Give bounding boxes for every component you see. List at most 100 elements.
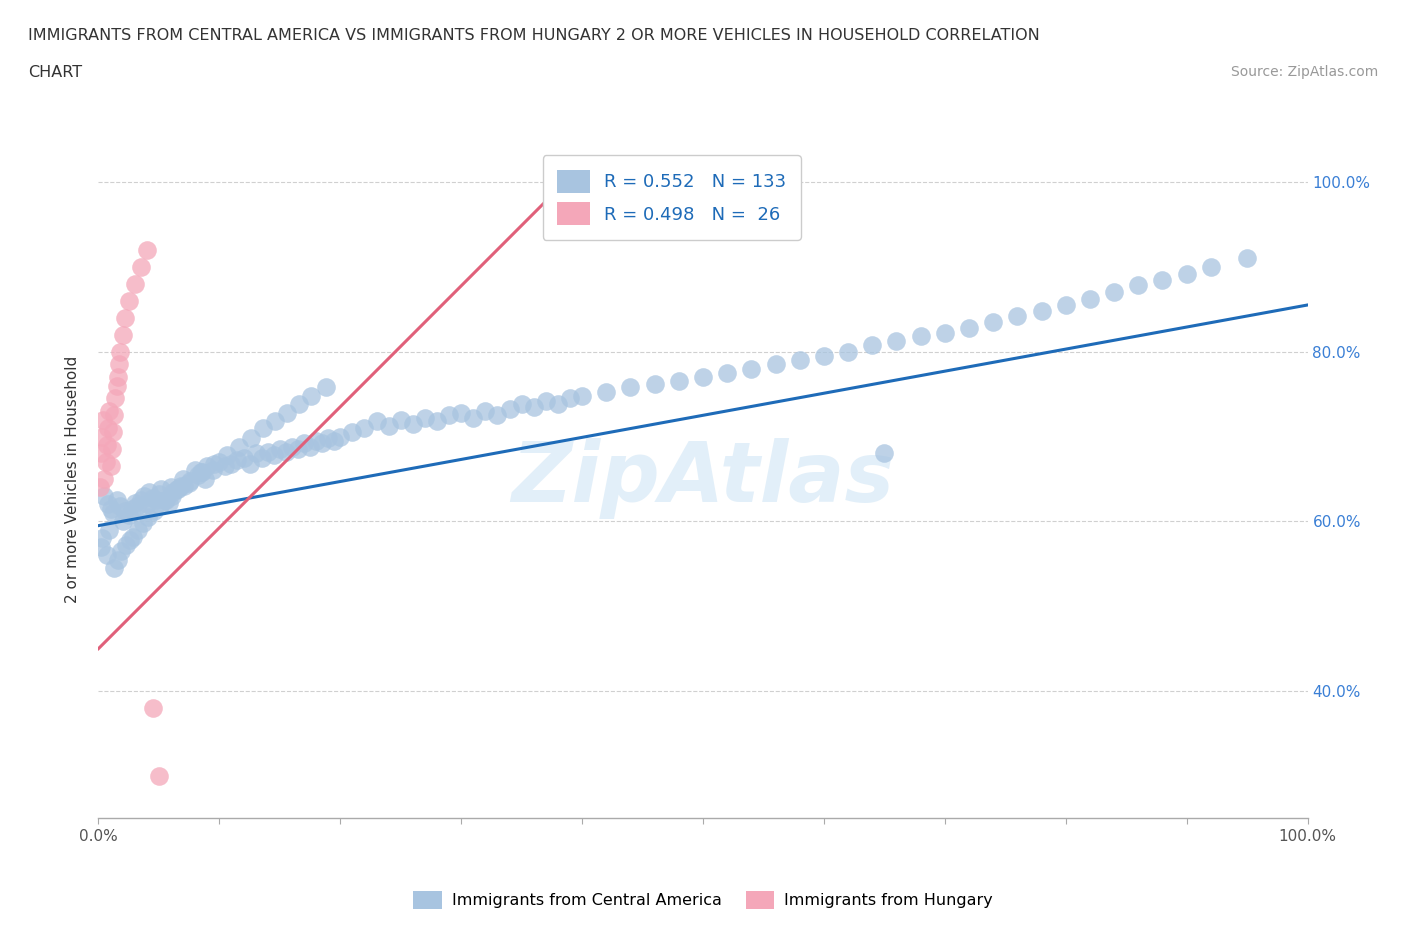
Legend: R = 0.552   N = 133, R = 0.498   N =  26: R = 0.552 N = 133, R = 0.498 N = 26 — [543, 155, 800, 240]
Point — [135, 243, 157, 258]
Point — [94, 455, 117, 470]
Point — [873, 446, 896, 461]
Point — [157, 496, 180, 511]
Legend: Immigrants from Central America, Immigrants from Hungary: Immigrants from Central America, Immigra… — [405, 883, 1001, 917]
Point — [101, 506, 124, 521]
Point — [269, 442, 291, 457]
Point — [1078, 292, 1101, 307]
Point — [91, 531, 114, 546]
Point — [122, 529, 145, 544]
Point — [789, 352, 811, 367]
Point — [96, 548, 118, 563]
Point — [474, 404, 496, 418]
Point — [100, 442, 122, 457]
Point — [1054, 298, 1077, 312]
Point — [107, 369, 129, 385]
Point — [256, 445, 278, 459]
Point — [534, 393, 557, 408]
Point — [1007, 309, 1029, 324]
Point — [287, 442, 309, 457]
Point — [299, 439, 322, 454]
Point — [115, 538, 138, 552]
Point — [97, 497, 120, 512]
Point — [1128, 278, 1150, 293]
Point — [377, 418, 399, 433]
Point — [215, 447, 238, 462]
Point — [124, 496, 146, 511]
Point — [274, 445, 297, 459]
Point — [765, 357, 787, 372]
Point — [127, 498, 149, 513]
Point — [558, 391, 581, 405]
Point — [226, 453, 249, 468]
Point — [114, 311, 136, 325]
Point — [100, 458, 122, 473]
Point — [179, 473, 201, 488]
Point — [184, 463, 207, 478]
Point — [90, 446, 112, 461]
Point — [172, 472, 194, 486]
Point — [97, 420, 120, 435]
Point — [129, 259, 152, 274]
Point — [91, 429, 114, 444]
Point — [239, 457, 262, 472]
Point — [190, 465, 212, 480]
Point — [110, 544, 132, 559]
Point — [1152, 272, 1174, 287]
Point — [107, 552, 129, 567]
Point — [98, 404, 121, 418]
Point — [204, 457, 226, 472]
Point — [353, 420, 375, 435]
Point — [91, 412, 114, 427]
Point — [232, 450, 254, 465]
Point — [145, 493, 167, 508]
Point — [692, 369, 714, 385]
Point — [498, 402, 520, 417]
Point — [281, 439, 304, 454]
Point — [239, 431, 262, 445]
Point — [194, 472, 217, 486]
Point — [93, 472, 115, 486]
Point — [103, 561, 125, 576]
Point — [619, 379, 641, 394]
Point — [813, 349, 835, 364]
Point — [1175, 266, 1198, 281]
Point — [228, 439, 250, 454]
Point — [160, 488, 183, 503]
Point — [450, 405, 472, 420]
Point — [202, 463, 225, 478]
Point — [89, 480, 111, 495]
Point — [463, 410, 485, 425]
Y-axis label: 2 or more Vehicles in Household: 2 or more Vehicles in Household — [65, 355, 80, 603]
Point — [142, 700, 165, 715]
Point — [510, 397, 533, 412]
Point — [187, 467, 209, 482]
Point — [111, 327, 134, 342]
Point — [148, 768, 170, 783]
Point — [366, 414, 388, 429]
Point — [214, 458, 236, 473]
Text: Source: ZipAtlas.com: Source: ZipAtlas.com — [1230, 65, 1378, 79]
Point — [571, 389, 593, 404]
Point — [315, 379, 337, 394]
Point — [173, 478, 195, 493]
Point — [169, 478, 191, 493]
Point — [124, 276, 146, 291]
Point — [108, 357, 131, 372]
Point — [96, 438, 118, 453]
Point — [118, 533, 141, 548]
Point — [1031, 303, 1053, 318]
Point — [957, 321, 980, 336]
Point — [179, 476, 201, 491]
Point — [208, 455, 231, 470]
Point — [136, 510, 159, 525]
Point — [167, 482, 190, 497]
Point — [118, 293, 141, 308]
Point — [118, 507, 141, 522]
Point — [292, 436, 315, 451]
Point — [149, 498, 172, 513]
Point — [103, 408, 125, 423]
Point — [93, 488, 115, 503]
Point — [981, 314, 1004, 329]
Point — [150, 482, 173, 497]
